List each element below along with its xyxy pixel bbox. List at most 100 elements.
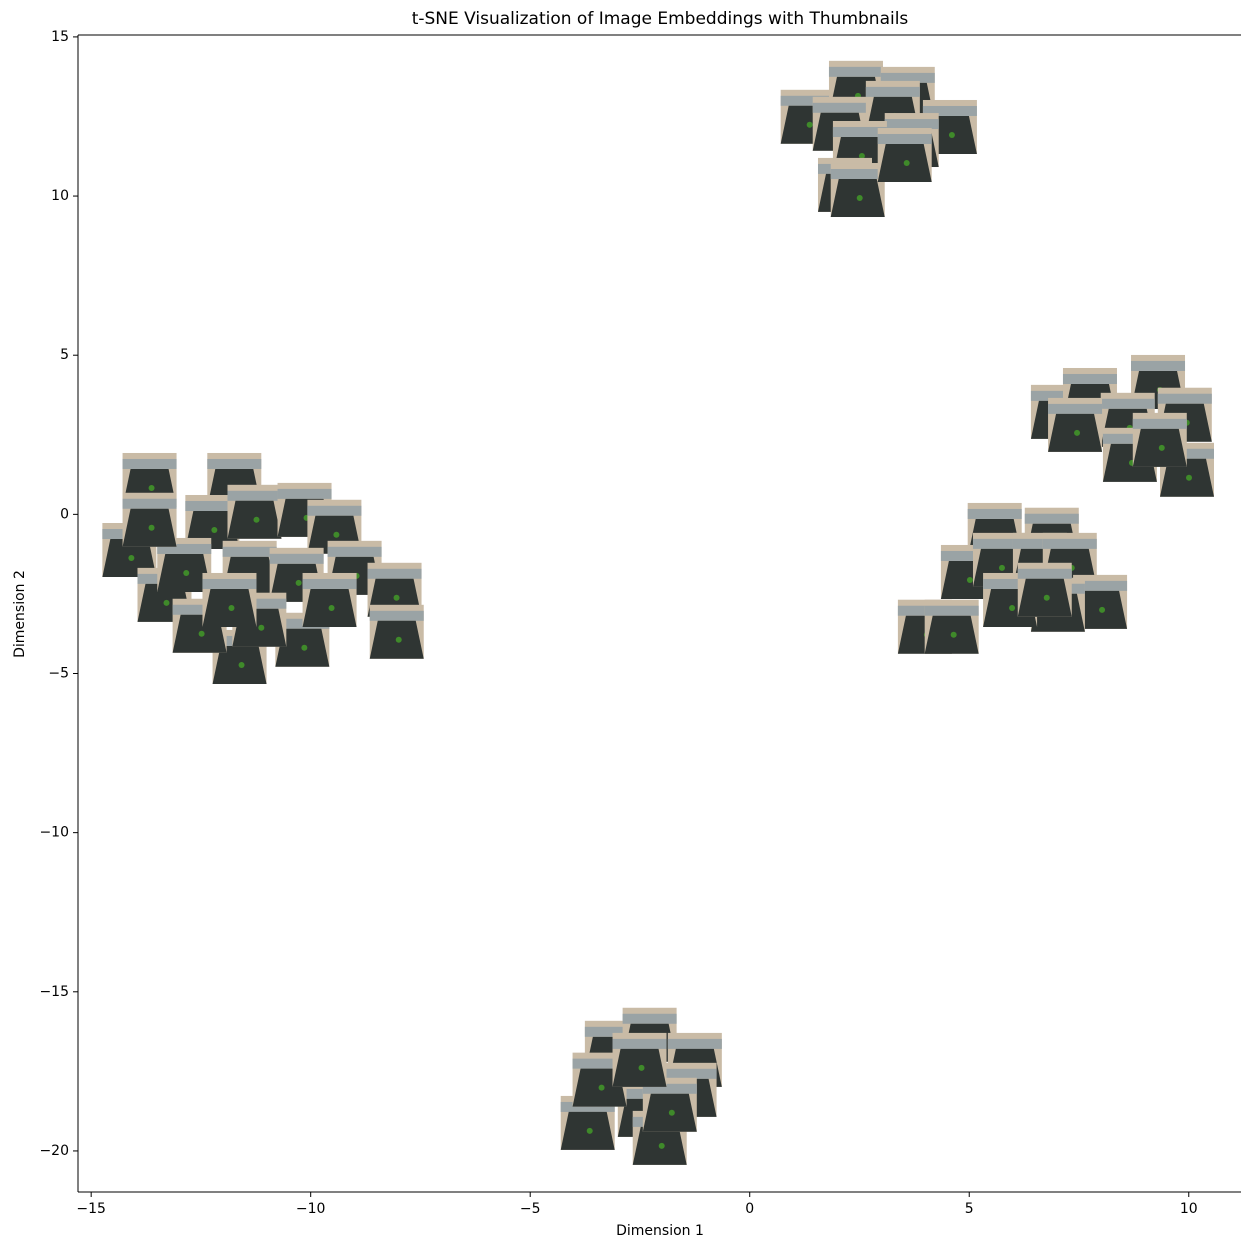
thumbnail-wall: [207, 459, 261, 469]
x-tick-label: 5: [965, 1201, 974, 1217]
thumbnail-plant: [587, 1128, 593, 1134]
thumbnail: [831, 163, 885, 217]
y-tick-label: 10: [51, 188, 69, 204]
thumbnail-wall: [270, 554, 324, 564]
thumbnail-wall: [885, 119, 939, 129]
thumbnail-plant: [1186, 475, 1192, 481]
thumbnail-wall: [227, 491, 281, 501]
x-tick-label: 10: [1180, 1201, 1198, 1217]
thumbnail-wall: [613, 1039, 667, 1049]
thumbnail: [123, 493, 177, 547]
thumbnail-plant: [296, 580, 302, 586]
thumbnail-plant: [1009, 605, 1015, 611]
thumbnail-plant: [149, 485, 155, 491]
thumbnail-plant: [329, 605, 335, 611]
thumbnail-wall: [1025, 514, 1079, 524]
thumbnail-plant: [639, 1065, 645, 1071]
thumbnail-wall: [866, 87, 920, 97]
thumbnail: [202, 573, 256, 627]
thumbnail-plant: [333, 532, 339, 538]
thumbnail-wall: [623, 1014, 677, 1024]
thumbnail-plant: [599, 1085, 605, 1091]
thumbnail-plant: [949, 132, 955, 138]
thumbnail-wall: [1131, 361, 1185, 371]
thumbnail-wall: [303, 579, 357, 589]
thumbnail-wall: [223, 547, 277, 557]
thumbnail-plant: [669, 1110, 675, 1116]
thumbnail: [878, 128, 932, 182]
y-tick-label: 5: [60, 347, 69, 363]
thumbnail-plant: [904, 160, 910, 166]
thumbnail: [1048, 398, 1102, 452]
thumbnail-plant: [394, 595, 400, 601]
x-tick-label: −15: [76, 1201, 106, 1217]
x-tick-label: −5: [520, 1201, 541, 1217]
y-tick-label: −15: [39, 984, 69, 1000]
x-axis-label: Dimension 1: [616, 1223, 704, 1239]
thumbnail-wall: [123, 459, 177, 469]
thumbnail-wall: [813, 103, 867, 113]
thumbnail-wall: [1063, 374, 1117, 384]
thumbnail-plant: [1099, 607, 1105, 613]
chart-title: t-SNE Visualization of Image Embeddings …: [412, 9, 909, 29]
thumbnail-plant: [228, 605, 234, 611]
thumbnail-plant: [1044, 595, 1050, 601]
thumbnail-plant: [951, 632, 957, 638]
thumbnail-wall: [307, 506, 361, 516]
x-tick-label: −10: [296, 1201, 326, 1217]
thumbnail: [613, 1033, 667, 1087]
thumbnail-plant: [128, 555, 134, 561]
thumbnail-plant: [163, 600, 169, 606]
thumbnail-wall: [668, 1039, 722, 1049]
thumbnail-plant: [183, 570, 189, 576]
thumbnail-plant: [211, 527, 217, 533]
thumbnail-plant: [967, 577, 973, 583]
thumbnail: [1018, 563, 1072, 617]
thumbnail-plant: [199, 631, 205, 637]
thumbnail: [1133, 413, 1187, 467]
thumbnail-wall: [123, 499, 177, 509]
thumbnail-wall: [829, 67, 883, 77]
thumbnail-plant: [659, 1143, 665, 1149]
thumbnail: [370, 605, 424, 659]
thumbnail-wall: [368, 569, 422, 579]
thumbnail: [303, 573, 357, 627]
thumbnail-plant: [1074, 430, 1080, 436]
thumbnail-wall: [1133, 419, 1187, 429]
thumbnail-wall: [1018, 569, 1072, 579]
thumbnail-wall: [663, 1069, 717, 1079]
y-axis-label: Dimension 2: [12, 570, 28, 658]
y-tick-label: 0: [60, 506, 69, 522]
thumbnail-wall: [1043, 539, 1097, 549]
thumbnail: [925, 600, 979, 654]
thumbnail-plant: [239, 662, 245, 668]
thumbnail-plant: [253, 517, 259, 523]
thumbnail-plant: [396, 637, 402, 643]
thumbnail-plant: [1159, 445, 1165, 451]
thumbnail-wall: [1101, 399, 1155, 409]
thumbnail-plant: [301, 645, 307, 651]
thumbnail: [227, 485, 281, 539]
thumbnail-wall: [925, 606, 979, 616]
thumbnail-plant: [999, 565, 1005, 571]
y-tick-label: 15: [51, 29, 69, 45]
thumbnail-wall: [328, 547, 382, 557]
thumbnail-wall: [968, 509, 1022, 519]
thumbnail-wall: [370, 611, 424, 621]
thumbnail-plant: [149, 525, 155, 531]
thumbnail-wall: [1158, 394, 1212, 404]
thumbnail-plant: [807, 122, 813, 128]
thumbnail-wall: [278, 489, 332, 499]
thumbnail-wall: [1048, 404, 1102, 414]
y-tick-label: −10: [39, 825, 69, 841]
thumbnail-wall: [878, 134, 932, 144]
chart: t-SNE Visualization of Image Embeddings …: [0, 0, 1241, 1243]
plot-area: [102, 61, 1214, 1165]
x-tick-label: 0: [745, 1201, 754, 1217]
thumbnail-wall: [831, 169, 885, 179]
thumbnail-wall: [202, 579, 256, 589]
y-tick-label: −20: [39, 1143, 69, 1159]
thumbnail-plant: [258, 625, 264, 631]
thumbnail-plant: [857, 195, 863, 201]
y-tick-label: −5: [48, 665, 69, 681]
